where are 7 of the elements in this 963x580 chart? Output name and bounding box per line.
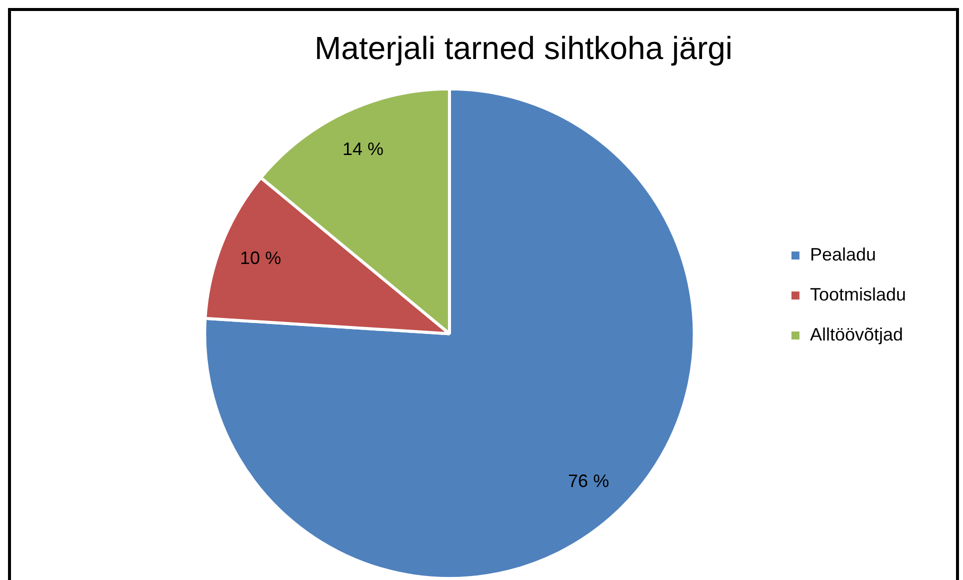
data-label: 14 %: [342, 138, 384, 159]
legend-label: Pealadu: [810, 244, 876, 264]
data-label: 76 %: [568, 470, 610, 491]
chart-title: Materjali tarned sihtkoha järgi: [314, 30, 732, 66]
legend-label: Tootmisladu: [810, 284, 906, 304]
data-label: 10 %: [240, 248, 282, 268]
legend-label: Alltöövõtjad: [810, 324, 904, 344]
